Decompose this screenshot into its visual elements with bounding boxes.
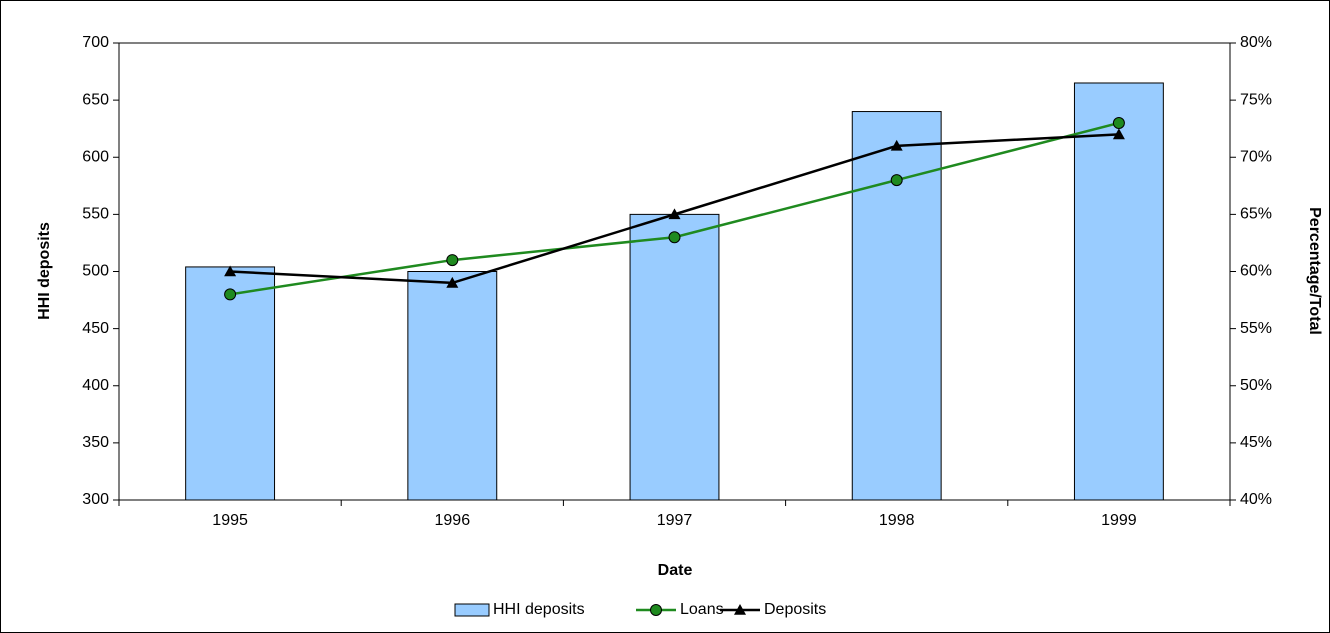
y2-axis-title: Percentage/Total [1306,207,1323,335]
point [668,208,681,220]
point [446,254,459,267]
y2-tick-label: 40% [1240,491,1272,508]
point [668,231,681,244]
point [1112,116,1125,129]
y2-tick-label: 60% [1240,263,1272,280]
bar [1073,82,1164,501]
y2-tick-label: 75% [1240,91,1272,108]
y2-tick-label: 65% [1240,206,1272,223]
y-tick-label: 550 [82,206,109,223]
x-tick-label: 1999 [1101,512,1137,529]
legend-label: Deposits [764,601,826,618]
y-axis-title: HHI deposits [36,222,53,320]
point [890,139,903,151]
y-tick-label: 400 [82,377,109,394]
y2-tick-label: 45% [1240,434,1272,451]
legend-marker [650,604,662,616]
y-tick-label: 450 [82,320,109,337]
y-tick-label: 600 [82,148,109,165]
legend-marker [734,604,746,615]
x-tick-label: 1997 [657,512,693,529]
y2-tick-label: 80% [1240,34,1272,51]
legend-label: HHI deposits [493,601,585,618]
point [224,265,237,277]
y-tick-label: 350 [82,434,109,451]
x-axis-title: Date [658,562,693,579]
y2-tick-label: 55% [1240,320,1272,337]
point [446,276,459,288]
x-tick-label: 1995 [212,512,248,529]
y-tick-label: 700 [82,34,109,51]
x-tick-label: 1998 [879,512,915,529]
y-tick-label: 500 [82,263,109,280]
y-tick-label: 300 [82,491,109,508]
bar [185,266,276,501]
point [1112,128,1125,140]
legend-swatch [454,603,490,617]
bar [407,271,498,501]
point [890,174,903,187]
y2-tick-label: 70% [1240,148,1272,165]
point [224,288,237,301]
bar [851,111,942,501]
y-tick-label: 650 [82,91,109,108]
legend-label: Loans [680,601,724,618]
bar [629,213,720,501]
y2-tick-label: 50% [1240,377,1272,394]
x-tick-label: 1996 [435,512,471,529]
